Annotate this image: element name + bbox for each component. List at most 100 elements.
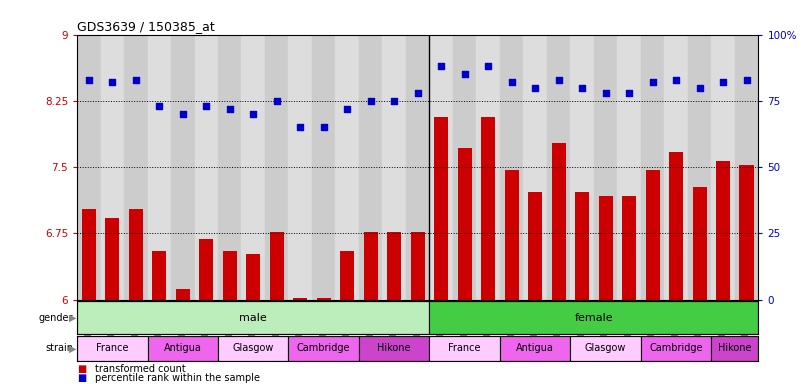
Point <box>341 106 354 112</box>
Text: Cambridge: Cambridge <box>650 343 703 354</box>
Bar <box>453 35 476 300</box>
Bar <box>528 192 543 300</box>
Point <box>693 84 706 91</box>
Text: France: France <box>448 343 481 354</box>
Bar <box>570 336 641 361</box>
Bar <box>735 35 758 300</box>
Text: ▶: ▶ <box>69 343 76 354</box>
Text: Antigua: Antigua <box>164 343 202 354</box>
Point <box>505 79 518 85</box>
Point <box>717 79 730 85</box>
Point <box>223 106 236 112</box>
Bar <box>504 170 519 300</box>
Bar <box>599 196 612 300</box>
Text: Glasgow: Glasgow <box>585 343 626 354</box>
Bar <box>171 35 195 300</box>
Text: Antigua: Antigua <box>516 343 554 354</box>
Bar <box>434 117 448 300</box>
Text: female: female <box>574 313 613 323</box>
Bar <box>223 251 237 300</box>
Point <box>105 79 118 85</box>
Point <box>458 71 471 78</box>
Point <box>176 111 189 117</box>
Text: percentile rank within the sample: percentile rank within the sample <box>95 373 260 383</box>
Bar <box>594 35 617 300</box>
Bar <box>410 232 425 300</box>
Bar <box>200 240 213 300</box>
Bar <box>641 35 664 300</box>
Bar <box>716 161 730 300</box>
Bar <box>289 336 359 361</box>
Bar <box>359 336 429 361</box>
Point <box>411 90 424 96</box>
Text: ▶: ▶ <box>69 313 76 323</box>
Bar <box>693 187 706 300</box>
Bar <box>265 35 289 300</box>
Bar <box>383 35 406 300</box>
Text: GDS3639 / 150385_at: GDS3639 / 150385_at <box>77 20 215 33</box>
Bar <box>688 35 711 300</box>
Point <box>388 98 401 104</box>
Bar <box>105 218 119 300</box>
Bar <box>740 165 753 300</box>
Bar <box>481 117 496 300</box>
Point <box>670 76 683 83</box>
Text: ■: ■ <box>77 364 86 374</box>
Bar <box>77 301 429 334</box>
Point <box>740 76 753 83</box>
Bar <box>711 336 758 361</box>
Bar <box>617 35 641 300</box>
Point <box>435 63 448 70</box>
Point <box>482 63 495 70</box>
Bar <box>664 35 688 300</box>
Bar <box>669 152 683 300</box>
Point <box>152 103 165 109</box>
Bar <box>148 35 171 300</box>
Bar <box>77 35 101 300</box>
Bar <box>570 35 594 300</box>
Point <box>599 90 612 96</box>
Bar <box>575 192 589 300</box>
Text: Glasgow: Glasgow <box>233 343 274 354</box>
Bar <box>523 35 547 300</box>
Bar <box>176 289 190 300</box>
Bar <box>270 232 284 300</box>
Bar <box>340 251 354 300</box>
Text: transformed count: transformed count <box>95 364 186 374</box>
Bar <box>646 170 659 300</box>
Bar <box>148 336 218 361</box>
Point <box>552 76 565 83</box>
Point <box>317 124 330 131</box>
Bar <box>641 336 711 361</box>
Text: strain: strain <box>45 343 73 354</box>
Bar <box>622 196 636 300</box>
Text: ■: ■ <box>77 373 86 383</box>
Bar <box>247 253 260 300</box>
Bar <box>218 336 289 361</box>
Bar <box>152 251 166 300</box>
Bar <box>500 35 523 300</box>
Bar <box>476 35 500 300</box>
Text: Hikone: Hikone <box>377 343 411 354</box>
Text: Hikone: Hikone <box>718 343 752 354</box>
Bar <box>387 232 401 300</box>
Point <box>294 124 307 131</box>
Point <box>270 98 283 104</box>
Bar <box>547 35 570 300</box>
Bar <box>101 35 124 300</box>
Bar <box>82 209 96 300</box>
Bar <box>551 143 565 300</box>
Bar <box>242 35 265 300</box>
Bar <box>195 35 218 300</box>
Bar <box>711 35 735 300</box>
Bar <box>77 336 148 361</box>
Point <box>529 84 542 91</box>
Bar <box>359 35 383 300</box>
Bar <box>429 35 453 300</box>
Bar <box>218 35 242 300</box>
Bar <box>312 35 336 300</box>
Text: Cambridge: Cambridge <box>297 343 350 354</box>
Point <box>576 84 589 91</box>
Bar <box>293 298 307 300</box>
Text: France: France <box>96 343 128 354</box>
